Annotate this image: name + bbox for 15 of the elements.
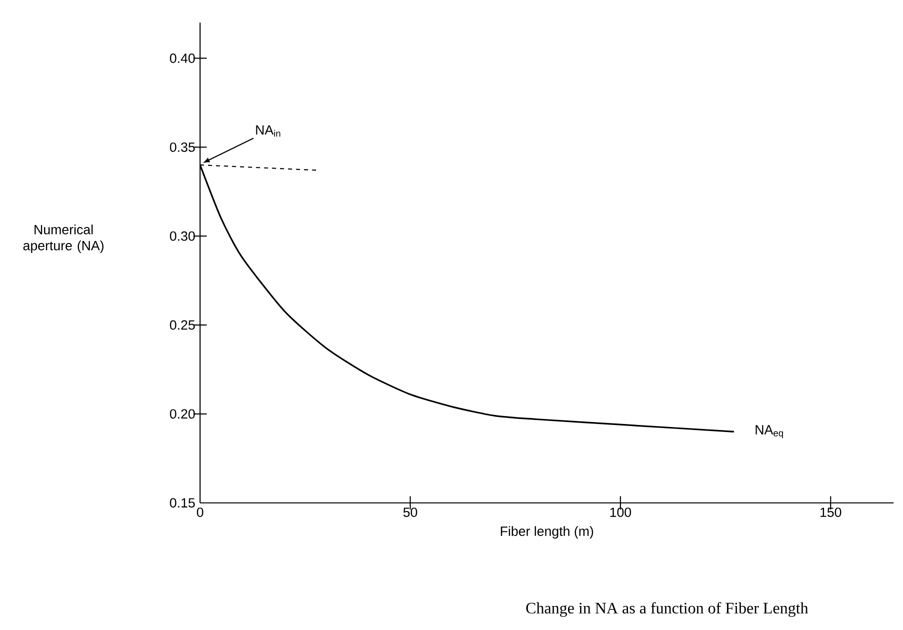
y-tick-label: 0.20 bbox=[170, 409, 195, 419]
y-tick-label: 0.25 bbox=[170, 320, 195, 330]
x-tick-label: 100 bbox=[610, 508, 632, 518]
x-tick-label: 150 bbox=[820, 508, 842, 518]
y-tick-label: 0.30 bbox=[170, 232, 195, 242]
y-tick-label: 0.40 bbox=[170, 54, 195, 64]
x-tick-label: 50 bbox=[403, 508, 418, 518]
x-axis-title: Fiber length (m) bbox=[500, 526, 594, 539]
annotation: NA$_{eq}$ bbox=[756, 425, 783, 438]
annotation: NA$_{in}$ bbox=[256, 126, 280, 137]
y-tick-label: 0.15 bbox=[170, 498, 195, 508]
text: Change in NA as a function of Fiber Length bbox=[526, 602, 808, 618]
y-tick-label: 0.35 bbox=[170, 142, 195, 152]
x-tick-label: 0 bbox=[196, 508, 204, 518]
y-axis-title: Numerical aperture (NA) bbox=[23, 224, 104, 254]
